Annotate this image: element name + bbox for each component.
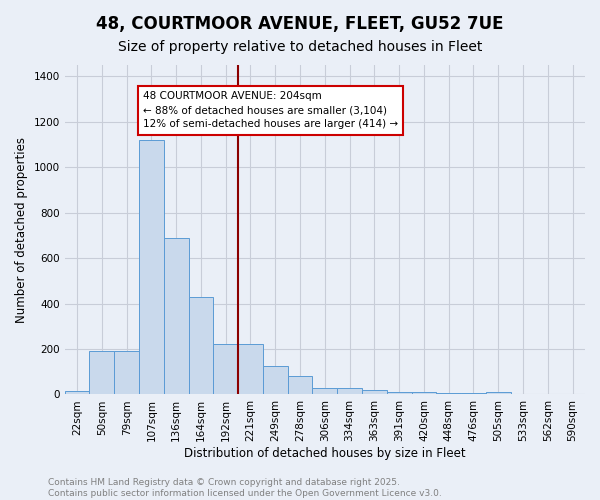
Bar bbox=[337, 388, 362, 394]
Bar bbox=[263, 366, 287, 394]
Bar bbox=[486, 392, 511, 394]
Text: Contains HM Land Registry data © Crown copyright and database right 2025.
Contai: Contains HM Land Registry data © Crown c… bbox=[48, 478, 442, 498]
Bar bbox=[164, 238, 188, 394]
X-axis label: Distribution of detached houses by size in Fleet: Distribution of detached houses by size … bbox=[184, 447, 466, 460]
Bar bbox=[139, 140, 164, 394]
Bar bbox=[313, 388, 337, 394]
Bar bbox=[412, 392, 436, 394]
Bar bbox=[89, 352, 114, 395]
Bar bbox=[287, 376, 313, 394]
Text: 48, COURTMOOR AVENUE, FLEET, GU52 7UE: 48, COURTMOOR AVENUE, FLEET, GU52 7UE bbox=[96, 15, 504, 33]
Bar bbox=[188, 297, 214, 394]
Y-axis label: Number of detached properties: Number of detached properties bbox=[15, 136, 28, 322]
Bar bbox=[362, 390, 387, 394]
Text: Size of property relative to detached houses in Fleet: Size of property relative to detached ho… bbox=[118, 40, 482, 54]
Text: 48 COURTMOOR AVENUE: 204sqm
← 88% of detached houses are smaller (3,104)
12% of : 48 COURTMOOR AVENUE: 204sqm ← 88% of det… bbox=[143, 92, 398, 130]
Bar bbox=[114, 352, 139, 395]
Bar bbox=[65, 391, 89, 394]
Bar bbox=[387, 392, 412, 394]
Bar bbox=[214, 344, 238, 395]
Bar bbox=[238, 344, 263, 395]
